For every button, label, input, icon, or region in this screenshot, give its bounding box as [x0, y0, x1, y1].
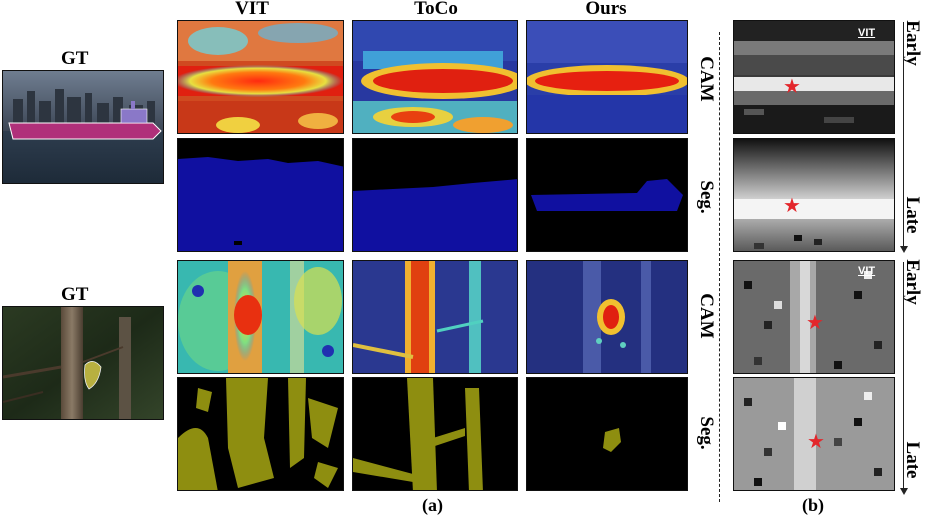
- star-marker-4: ★: [807, 431, 825, 453]
- caption-b: (b): [802, 495, 824, 515]
- cam-ours-ship: [526, 20, 688, 134]
- gt-image-ship: [2, 70, 164, 184]
- seg-ours-bird: [526, 377, 688, 491]
- row-label-seg-2: Seg.: [696, 416, 717, 450]
- seg-toco-ship: [352, 138, 518, 252]
- vit-tag-2: VIT: [858, 265, 876, 277]
- gt-image-bird: [2, 306, 164, 420]
- attn-late-bird: [733, 377, 895, 491]
- dashed-separator: [719, 32, 720, 502]
- star-marker-1: ★: [783, 76, 801, 98]
- caption-a: (a): [422, 495, 443, 515]
- time-arrow-head-2: [900, 488, 908, 495]
- attn-early-bird: [733, 260, 895, 374]
- seg-ours-ship: [526, 138, 688, 252]
- row-label-seg-1: Seg.: [696, 180, 717, 214]
- side-label-early-1: Early: [902, 20, 923, 66]
- star-marker-3: ★: [806, 312, 824, 334]
- cam-vit-bird: [177, 260, 344, 374]
- attn-early-ship: [733, 20, 895, 134]
- side-label-late-2: Late: [902, 441, 923, 479]
- side-label-late-1: Late: [902, 196, 923, 234]
- time-arrow-2: [903, 262, 904, 490]
- side-label-early-2: Early: [902, 259, 923, 305]
- gt-label-ship: GT: [61, 48, 89, 69]
- column-header-toco: ToCo: [414, 0, 458, 19]
- attn-late-ship: [733, 138, 895, 252]
- row-label-cam-1: CAM: [696, 56, 717, 102]
- seg-vit-bird: [177, 377, 344, 491]
- star-marker-2: ★: [783, 195, 801, 217]
- cam-ours-bird: [526, 260, 688, 374]
- time-arrow-1: [903, 22, 904, 248]
- gt-label-bird: GT: [61, 284, 89, 305]
- seg-toco-bird: [352, 377, 518, 491]
- time-arrow-head-1: [900, 246, 908, 253]
- vit-tag-1: VIT: [858, 27, 876, 39]
- cam-toco-bird: [352, 260, 518, 374]
- cam-vit-ship: [177, 20, 344, 134]
- column-header-ours: Ours: [585, 0, 627, 19]
- row-label-cam-2: CAM: [696, 293, 717, 339]
- cam-toco-ship: [352, 20, 518, 134]
- seg-vit-ship: [177, 138, 344, 252]
- column-header-vit: VIT: [235, 0, 269, 19]
